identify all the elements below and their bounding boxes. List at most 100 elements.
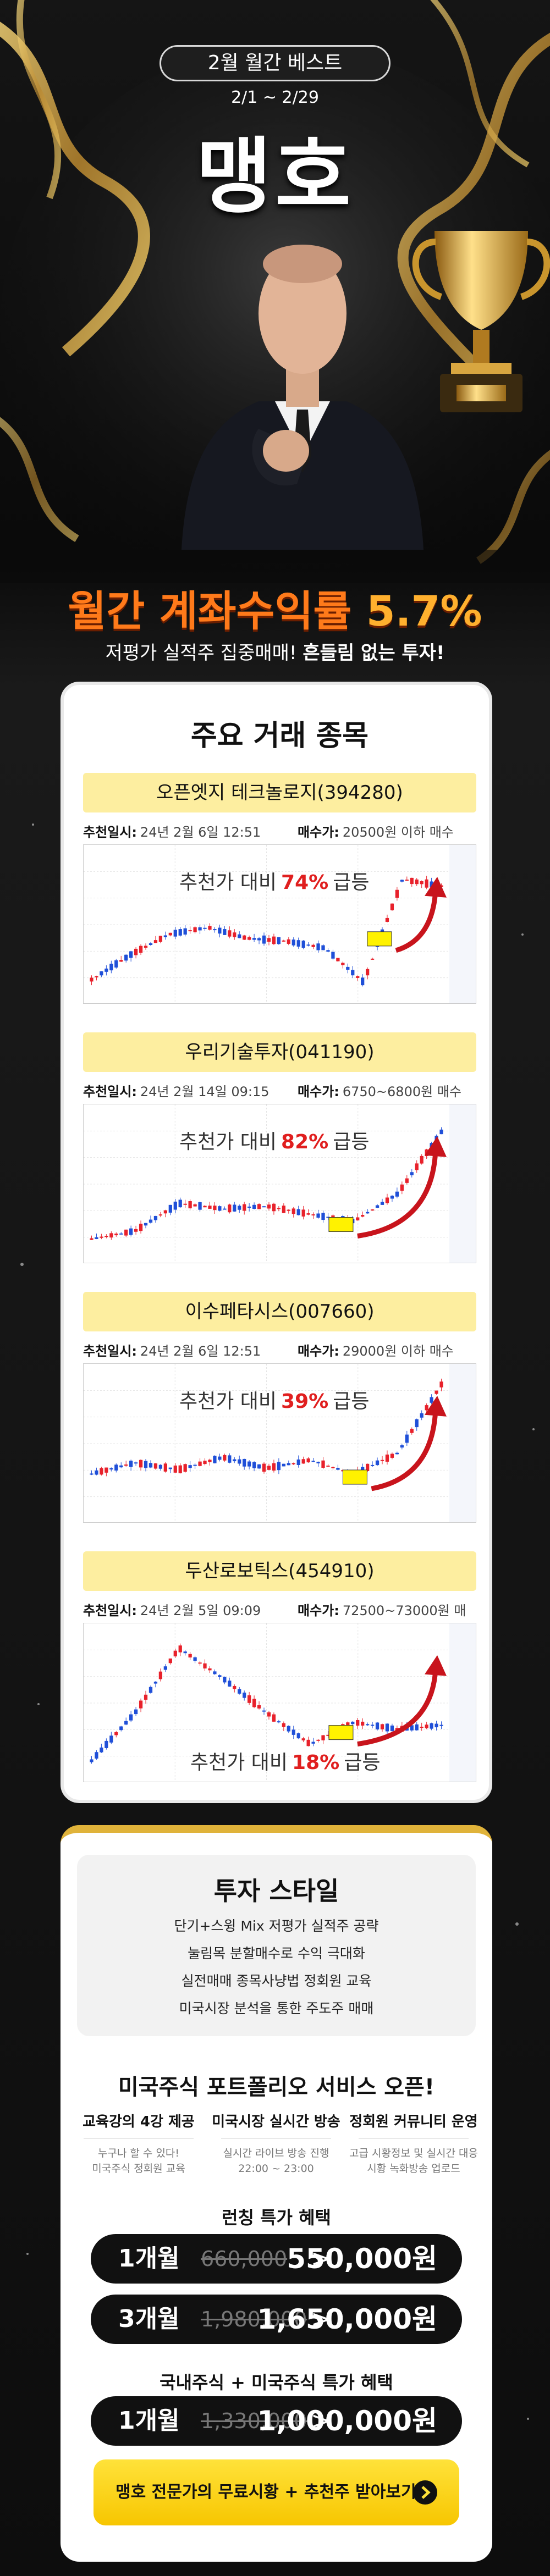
candle (124, 1464, 128, 1466)
candle (243, 1692, 246, 1698)
candle (119, 1726, 123, 1731)
candle (148, 1687, 153, 1693)
style-point: 미국시장 분석을 통한 주도주 매매 (179, 2000, 374, 2016)
candle (277, 1721, 281, 1723)
candle (183, 1651, 187, 1654)
candle (208, 1206, 212, 1209)
candle (183, 928, 187, 935)
candle (282, 1723, 285, 1727)
candle (238, 1689, 241, 1694)
candle (90, 1238, 94, 1240)
arrow: > (311, 2407, 331, 2435)
gain-post: 급등 (344, 1751, 381, 1774)
candle (282, 1206, 285, 1213)
candle (361, 1215, 365, 1217)
candle (267, 1712, 271, 1717)
price-scale (449, 1364, 476, 1522)
candle (218, 1456, 222, 1460)
candle (238, 1459, 241, 1464)
candle (109, 1735, 113, 1743)
candle (316, 1739, 320, 1741)
candle (306, 1739, 310, 1746)
date: 24년 2월 6일 12:51 (140, 1344, 261, 1359)
candle (262, 935, 266, 944)
style-title: 투자 스타일 (213, 1876, 339, 1906)
candle (193, 927, 197, 932)
candle (415, 1724, 419, 1731)
candle (292, 1463, 295, 1464)
candle (296, 1209, 300, 1215)
candle (252, 1699, 256, 1707)
candle (95, 1237, 98, 1239)
candle (90, 977, 94, 982)
candle (223, 929, 227, 935)
candle (262, 1206, 266, 1208)
up-arrow (357, 1668, 438, 1747)
candle (95, 1752, 98, 1759)
feature-divider (221, 2138, 331, 2139)
candle (410, 877, 414, 885)
candle (198, 927, 202, 931)
candle (435, 1390, 438, 1394)
candle (148, 943, 153, 945)
candle (109, 1468, 113, 1470)
plan-term: 1개월 (118, 2407, 180, 2435)
badge: 2월 월간 베스트 (160, 45, 391, 81)
candle (100, 1747, 103, 1753)
section-title: 주요 거래 종목 (190, 720, 369, 753)
candle (243, 1458, 246, 1467)
candle (139, 946, 143, 953)
price-label: 매수가: (298, 1084, 339, 1099)
candle (326, 1734, 330, 1736)
candle (238, 934, 241, 938)
feature-line: 고급 시황정보 및 실시간 대응 (349, 2147, 478, 2159)
candle (119, 1465, 123, 1468)
candle (168, 1467, 172, 1469)
buy-marker (328, 1217, 354, 1232)
style-point: 실전매매 종목사냥법 정회원 교육 (181, 1973, 372, 1989)
candle (95, 1470, 98, 1475)
candle (311, 1742, 315, 1744)
candle (129, 1714, 133, 1721)
candle (287, 1209, 290, 1211)
price-scale (449, 1104, 476, 1263)
candle (252, 1462, 256, 1468)
headline-rate: 5.7% (366, 587, 482, 635)
candle (311, 944, 315, 947)
old-price: 1,330,000 (201, 2409, 307, 2433)
cta-button[interactable]: 맹호 전문가의 무료시황 + 추천주 받아보기 (94, 2459, 459, 2525)
candle (385, 1454, 389, 1462)
candle (124, 1229, 128, 1236)
candle (248, 1461, 251, 1467)
candle (218, 927, 222, 934)
gain-text: 추천가 대비 18% 급등 (190, 1746, 380, 1775)
candle (183, 1203, 187, 1205)
candle (193, 1657, 197, 1661)
buy-marker (367, 931, 392, 947)
candle (153, 940, 158, 943)
candle (173, 1466, 177, 1473)
candle (361, 1721, 365, 1726)
candle (400, 880, 404, 882)
feature: 정회원 커뮤니티 운영 고급 시황정보 및 실시간 대응 시황 녹화방송 업로드 (345, 2110, 482, 2176)
candle (430, 1723, 433, 1729)
candle (306, 944, 310, 946)
price-pill: 1개월 1,330,000 >1,000,000원 (91, 2396, 462, 2446)
candle (425, 1724, 428, 1728)
candle (272, 1203, 276, 1212)
combo-title: 국내주식 + 미국주식 특가 혜택 (160, 2372, 393, 2393)
candle (311, 1214, 315, 1216)
candle (272, 936, 276, 944)
candle (163, 935, 167, 937)
arrow-head (425, 1396, 447, 1417)
candle (385, 1723, 389, 1732)
candle (139, 1700, 143, 1709)
candle (262, 1463, 266, 1472)
candle (257, 1464, 261, 1469)
buy-marker (342, 1469, 367, 1485)
candle (311, 1461, 315, 1462)
candle (243, 1204, 246, 1211)
candle (282, 1463, 285, 1467)
feature-divider (84, 2138, 194, 2139)
